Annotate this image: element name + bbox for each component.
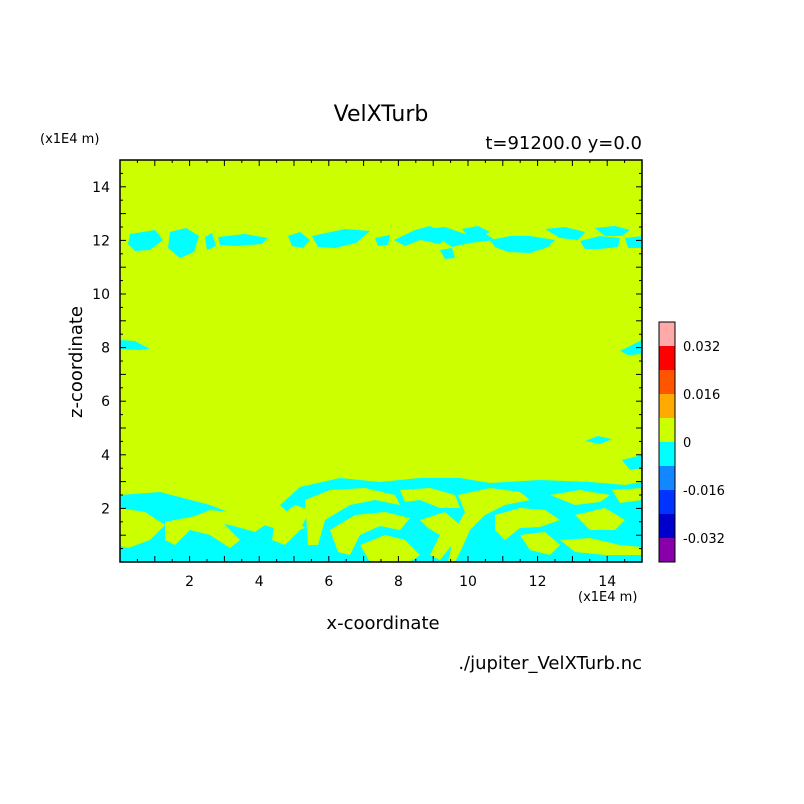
- small-eddies: [120, 340, 642, 470]
- axis-ticks: [120, 160, 642, 562]
- colorbar-swatch: [659, 514, 675, 538]
- y-tick-label: 12: [92, 233, 110, 249]
- colorbar-labels: -0.032 -0.016 0 0.016 0.032: [683, 340, 725, 547]
- x-tick-label: 4: [255, 574, 264, 590]
- x-unit-label: (x1E4 m): [578, 590, 637, 605]
- colorbar-tick-label: 0: [683, 436, 691, 451]
- x-tick-label: 6: [324, 574, 333, 590]
- y-axis-label: z-coordinate: [66, 306, 87, 418]
- y-unit-label: (x1E4 m): [40, 132, 99, 147]
- y-tick-label: 10: [92, 287, 110, 303]
- plot-area: [120, 160, 642, 562]
- colorbar-swatch: [659, 394, 675, 418]
- x-tick-label: 14: [598, 574, 616, 590]
- colorbar-swatch: [659, 442, 675, 466]
- colorbar-swatch: [659, 466, 675, 490]
- chart-subtitle: t=91200.0 y=0.0: [485, 133, 642, 154]
- y-tick-label: 14: [92, 180, 110, 196]
- colorbar-tick-label: -0.032: [683, 532, 725, 547]
- colorbar-swatch: [659, 346, 675, 370]
- colorbar-frame: [658, 321, 676, 563]
- colorbar-swatch: [659, 538, 675, 562]
- lower-layer-swirls: [120, 470, 642, 562]
- y-tick-label: 2: [101, 501, 110, 517]
- chart-title: VelXTurb: [334, 102, 429, 127]
- x-tick-labels: 2 4 6 8 10 12 14: [185, 574, 616, 590]
- colorbar-tick-label: 0.032: [683, 340, 720, 355]
- x-tick-label: 10: [459, 574, 477, 590]
- y-tick-labels: 2 4 6 8 10 12 14: [92, 180, 110, 518]
- x-axis-label: x-coordinate: [326, 613, 439, 634]
- colorbar-tick-label: -0.016: [683, 484, 725, 499]
- y-tick-label: 8: [101, 341, 110, 357]
- colorbar-swatch: [659, 418, 675, 442]
- source-file-label: ./jupiter_VelXTurb.nc: [458, 653, 642, 674]
- colorbar-swatch: [659, 322, 675, 346]
- colorbar-tick-label: 0.016: [683, 388, 720, 403]
- colorbar: [658, 321, 676, 563]
- upper-turbulent-band: [128, 226, 642, 259]
- x-tick-label: 12: [529, 574, 547, 590]
- x-tick-label: 2: [185, 574, 194, 590]
- y-tick-label: 6: [101, 394, 110, 410]
- colorbar-swatch: [659, 490, 675, 514]
- colorbar-swatch: [659, 370, 675, 394]
- x-tick-label: 8: [394, 574, 403, 590]
- y-tick-label: 4: [101, 448, 110, 464]
